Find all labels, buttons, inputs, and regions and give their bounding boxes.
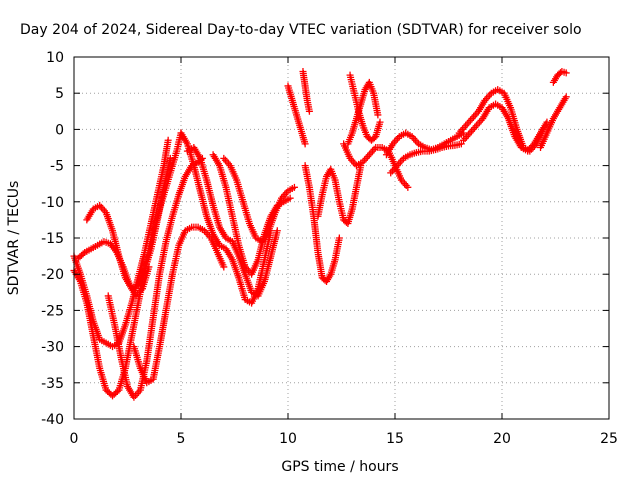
x-axis-title: GPS time / hours — [281, 459, 398, 475]
data-point — [562, 93, 570, 101]
series-arc-o — [344, 78, 382, 148]
data-point — [164, 136, 172, 144]
data-point — [562, 69, 570, 77]
x-tick-label: 5 — [177, 431, 186, 447]
data-point — [457, 140, 465, 148]
data-point — [113, 387, 121, 395]
x-tick-label: 25 — [600, 431, 618, 447]
series-arc-s — [387, 140, 465, 177]
data-point — [79, 250, 87, 258]
x-tick-labels: 0 5 10 15 20 25 — [70, 431, 618, 447]
series-arc-l — [299, 67, 313, 115]
data-point — [286, 194, 294, 202]
x-tick-label: 20 — [493, 431, 511, 447]
y-axis-title: SDTVAR / TECUs — [6, 181, 22, 296]
data-point — [290, 183, 298, 191]
y-tick-label: -5 — [50, 159, 64, 175]
data-point — [273, 227, 281, 235]
x-tick-label: 0 — [70, 431, 79, 447]
series-arc-p — [346, 71, 384, 144]
series-arc-j — [209, 151, 294, 278]
y-tick-label: 10 — [46, 50, 64, 66]
x-tick-label: 15 — [386, 431, 404, 447]
data-point — [404, 183, 412, 191]
y-tick-label: -35 — [41, 376, 64, 392]
series-arc-g — [177, 129, 275, 307]
y-tick-label: -20 — [41, 267, 64, 283]
y-tick-label: -40 — [41, 412, 64, 428]
series-arc-f — [74, 238, 153, 300]
series-arc-v — [537, 93, 570, 151]
data-point — [220, 263, 228, 271]
y-tick-label: 5 — [55, 86, 64, 102]
data-point — [301, 140, 309, 148]
y-tick-label: -25 — [41, 303, 64, 319]
series-arc-n — [314, 162, 365, 228]
x-tick-label: 10 — [279, 431, 297, 447]
data-point — [335, 234, 343, 242]
series-arc-m — [301, 162, 343, 285]
data-point — [145, 263, 153, 271]
y-tick-label: -10 — [41, 195, 64, 211]
series-arc-d — [130, 223, 228, 387]
series-arc-u — [459, 100, 551, 155]
series-arc-w — [549, 67, 570, 86]
axis-ticks — [73, 56, 610, 420]
data-point — [166, 154, 174, 162]
data-point — [305, 107, 313, 115]
data-point — [376, 118, 384, 126]
y-tick-label: -15 — [41, 231, 64, 247]
data-point — [374, 111, 382, 119]
data-marks — [70, 67, 570, 401]
chart-title: Day 204 of 2024, Sidereal Day-to-day VTE… — [20, 22, 582, 38]
y-tick-label: -30 — [41, 340, 64, 356]
y-tick-label: 0 — [55, 122, 64, 138]
y-tick-labels: 10 5 0 -5 -10 -15 -20 -25 -30 -35 -40 — [41, 50, 64, 428]
series-arc-k — [284, 82, 309, 148]
